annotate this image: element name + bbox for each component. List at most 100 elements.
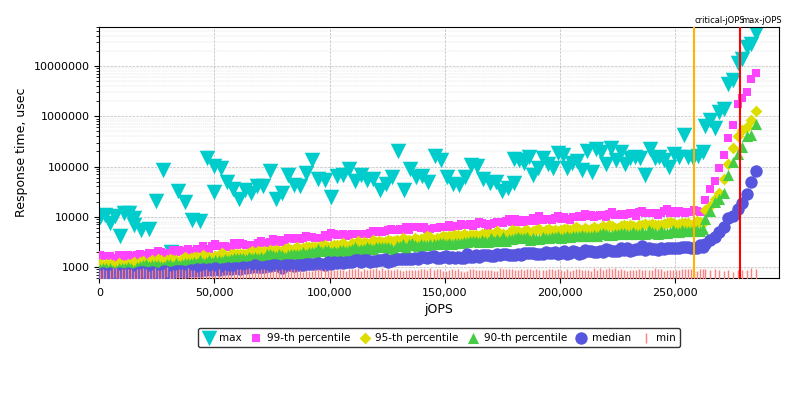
90-th percentile [142, 263, 155, 270]
min [512, 272, 525, 278]
min [127, 272, 140, 279]
median [285, 262, 298, 268]
90-th percentile [297, 249, 310, 256]
median [602, 247, 615, 253]
median [708, 233, 721, 240]
max [398, 187, 410, 194]
99-th percentile [200, 247, 213, 253]
99-th percentile [242, 242, 255, 248]
90-th percentile [346, 246, 358, 252]
99-th percentile [433, 224, 446, 230]
90-th percentile [388, 246, 401, 253]
max [634, 154, 646, 161]
median [731, 206, 744, 213]
90-th percentile [570, 232, 582, 239]
min [249, 271, 262, 278]
min [654, 270, 667, 277]
min [421, 272, 434, 278]
min [566, 272, 579, 278]
95-th percentile [227, 251, 240, 258]
max [446, 181, 459, 187]
90-th percentile [412, 243, 425, 249]
99-th percentile [745, 76, 758, 82]
99-th percentile [100, 253, 113, 259]
90-th percentile [251, 254, 264, 261]
90-th percentile [370, 244, 382, 251]
95-th percentile [137, 258, 150, 265]
99-th percentile [546, 217, 558, 223]
min [106, 270, 119, 276]
median [303, 261, 316, 268]
median [397, 256, 410, 262]
95-th percentile [475, 231, 488, 237]
95-th percentile [682, 220, 694, 227]
99-th percentile [249, 242, 262, 248]
min [694, 270, 706, 277]
min [358, 271, 370, 277]
90-th percentile [663, 229, 676, 235]
95-th percentile [118, 262, 131, 269]
min [633, 271, 646, 278]
90-th percentile [682, 228, 694, 234]
max [708, 124, 721, 131]
min [482, 272, 494, 278]
min [124, 270, 137, 277]
90-th percentile [451, 240, 464, 246]
min [687, 272, 700, 279]
median [648, 246, 661, 252]
99-th percentile [731, 100, 744, 107]
90-th percentile [421, 242, 434, 248]
max [113, 233, 126, 239]
min [536, 272, 549, 278]
min [678, 271, 691, 278]
99-th percentile [158, 250, 170, 257]
95-th percentile [490, 228, 503, 234]
min [597, 272, 610, 278]
max [142, 226, 155, 233]
min [97, 271, 110, 278]
90-th percentile [533, 236, 546, 242]
median [518, 250, 530, 256]
median [394, 256, 406, 262]
90-th percentile [448, 240, 461, 246]
median [563, 250, 576, 256]
99-th percentile [246, 242, 258, 248]
99-th percentile [615, 211, 628, 218]
median [506, 251, 518, 258]
90-th percentile [566, 233, 579, 240]
median [722, 215, 734, 221]
max [127, 215, 140, 221]
median [570, 249, 582, 255]
95-th percentile [109, 262, 122, 269]
median [670, 245, 682, 251]
90-th percentile [648, 229, 661, 236]
max [367, 176, 380, 182]
95-th percentile [448, 232, 461, 238]
min [142, 273, 155, 280]
90-th percentile [618, 230, 630, 237]
median [154, 270, 167, 276]
median [318, 262, 331, 269]
median [609, 248, 622, 254]
90-th percentile [203, 257, 216, 263]
95-th percentile [158, 259, 170, 266]
median [666, 245, 679, 251]
90-th percentile [227, 255, 240, 261]
max [699, 123, 712, 129]
min [215, 274, 228, 280]
median [297, 262, 310, 268]
median [339, 258, 352, 265]
min [554, 272, 567, 278]
95-th percentile [722, 160, 734, 167]
99-th percentile [336, 231, 349, 238]
95-th percentile [106, 262, 119, 269]
min [222, 273, 234, 279]
min [615, 271, 628, 277]
max [477, 176, 490, 182]
99-th percentile [346, 231, 358, 238]
90-th percentile [560, 233, 573, 239]
99-th percentile [718, 151, 730, 158]
median [521, 250, 534, 256]
min [179, 272, 192, 278]
90-th percentile [400, 244, 413, 251]
